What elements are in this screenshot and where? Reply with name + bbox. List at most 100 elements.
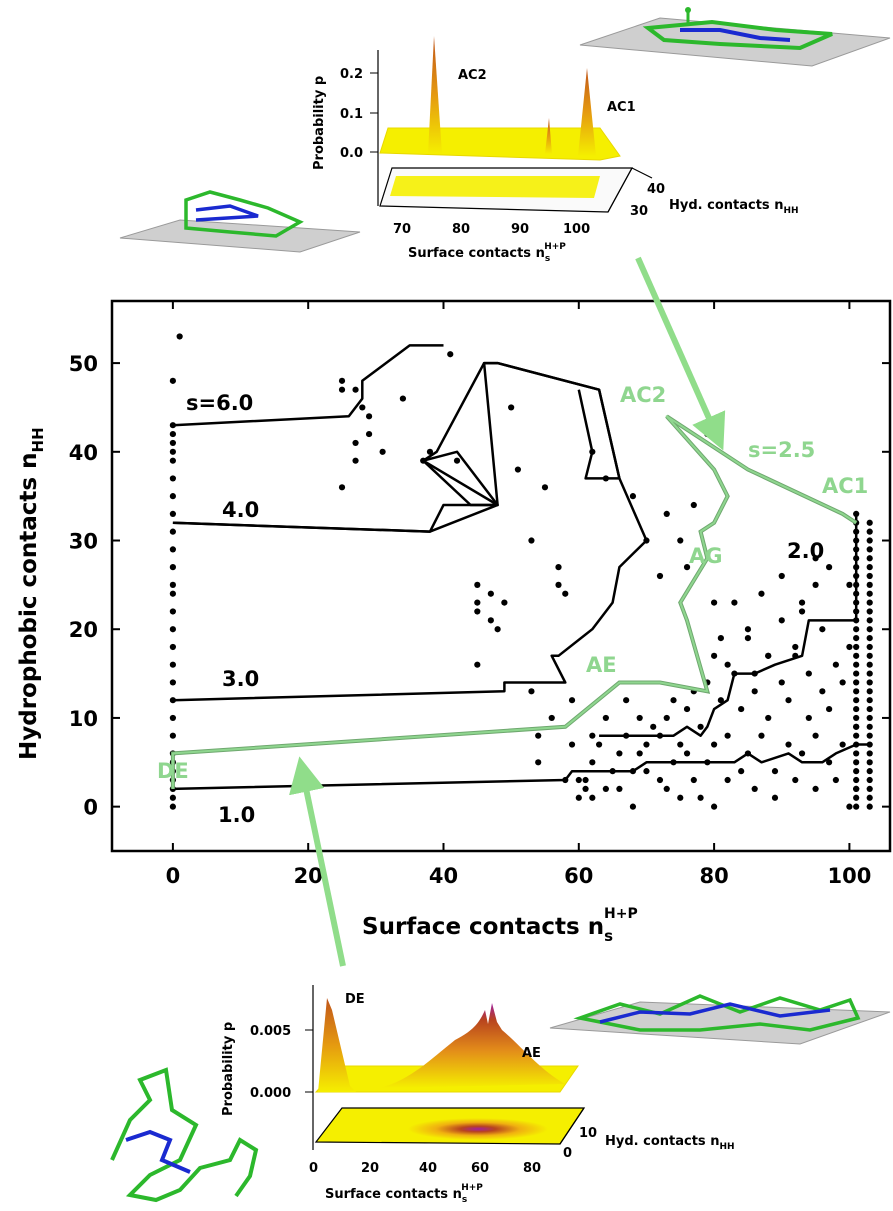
data-point [568, 697, 576, 704]
data-point [582, 785, 589, 793]
top-arrow [635, 256, 726, 451]
data-point [169, 493, 176, 500]
data-point [758, 590, 765, 597]
data-point [826, 759, 833, 766]
z-tick-label: 0.2 [340, 67, 363, 82]
data-point [690, 501, 697, 509]
data-point [866, 519, 873, 526]
data-point [853, 714, 860, 722]
data-point [169, 803, 176, 810]
data-point [528, 537, 535, 544]
data-point [866, 652, 873, 659]
peak-label-DE: DE [345, 992, 365, 1007]
y-tick-label: 40 [69, 441, 98, 465]
data-point [169, 732, 176, 739]
surface-illustration-bottom-right [549, 994, 891, 1045]
data-point [169, 546, 176, 553]
data-point [805, 670, 812, 677]
data-point [798, 750, 806, 757]
data-point [812, 732, 819, 739]
data-point [365, 413, 373, 420]
data-point [812, 785, 819, 793]
x-tick-label: 40 [429, 864, 458, 888]
data-point [866, 705, 873, 713]
data-point [758, 732, 765, 739]
data-point [711, 599, 718, 606]
y-tick-label: 10 [579, 1126, 597, 1141]
data-point [704, 430, 711, 438]
data-point [832, 661, 839, 668]
data-point [595, 741, 603, 748]
z-tick-label: 0.0 [340, 146, 363, 161]
data-point [683, 564, 691, 571]
data-point [812, 581, 819, 588]
z-axis-title: Probability p [221, 1022, 236, 1116]
data-point [169, 794, 176, 801]
label-s6: s=6.0 [186, 391, 253, 415]
data-point [792, 776, 799, 784]
data-point [562, 590, 569, 597]
data-point [866, 546, 873, 553]
y-ticks: 0 10 20 30 40 50 [69, 352, 890, 820]
plot-frame [110, 299, 892, 853]
data-point [636, 750, 643, 757]
data-point [771, 768, 779, 775]
data-point [589, 759, 596, 766]
data-point [866, 679, 873, 686]
data-point [866, 528, 873, 535]
label-AG: AG [689, 544, 723, 568]
data-point [853, 803, 860, 810]
data-point [616, 750, 623, 757]
data-point [663, 714, 670, 722]
label-AE: AE [586, 653, 617, 677]
data-point [643, 741, 650, 748]
data-point [697, 723, 704, 730]
peak-DE [318, 998, 356, 1092]
data-point [853, 750, 860, 757]
data-point [731, 599, 738, 606]
y-axis-title: Hyd. contacts nHH [605, 1134, 735, 1152]
data-point [853, 652, 860, 659]
y-tick-label: 20 [69, 618, 98, 642]
data-point [853, 723, 860, 730]
z-axis-title: Probability p [312, 76, 327, 170]
data-point [751, 688, 758, 695]
data-point [853, 688, 860, 695]
data-point [832, 776, 839, 784]
y-tick-label: 0 [563, 1146, 572, 1161]
label-s25: s=2.5 [748, 438, 815, 462]
data-point [677, 794, 684, 801]
data-point [866, 688, 873, 695]
data-point [738, 768, 745, 775]
boundary-line-s-2-5 [171, 415, 857, 789]
data-point [853, 634, 860, 642]
data-point [866, 794, 873, 801]
data-point [866, 741, 873, 748]
data-point [494, 626, 501, 633]
boundary-line-1-0 [172, 743, 870, 791]
data-point [683, 750, 691, 757]
data-point [338, 484, 346, 491]
data-point [629, 493, 637, 500]
label-1: 1.0 [218, 803, 255, 827]
boundary-line-2-0 [599, 513, 858, 737]
data-point [853, 776, 860, 784]
data-point [352, 457, 359, 464]
data-point [555, 564, 562, 571]
peak-label-AC2: AC2 [458, 68, 487, 83]
data-point [670, 697, 677, 704]
x-tick-label: 90 [511, 222, 529, 237]
data-point [711, 803, 718, 810]
data-point [528, 688, 535, 695]
data-point [535, 759, 542, 766]
data-point [744, 626, 752, 633]
data-point [508, 404, 515, 411]
data-point [176, 333, 183, 340]
data-point [663, 785, 670, 793]
data-point [866, 617, 873, 624]
x-axis-title: Surface contacts nsH+P [325, 1183, 483, 1205]
data-point [724, 661, 731, 668]
surface-illustration-top-left [119, 190, 361, 253]
x-axis-title: Surface contacts nsH+P [408, 242, 566, 264]
depth-axis [559, 1107, 585, 1145]
